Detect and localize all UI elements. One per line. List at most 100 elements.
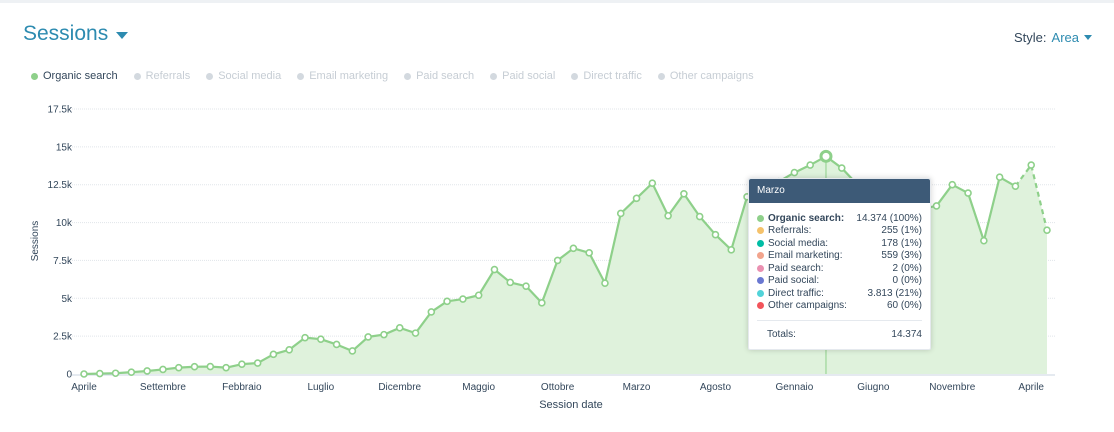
legend-item-organic-search[interactable]: Organic search bbox=[31, 70, 118, 82]
tooltip-row-label: Social media: bbox=[768, 237, 829, 249]
data-point bbox=[569, 244, 578, 253]
y-tick-label: 5k bbox=[61, 294, 73, 305]
data-point bbox=[443, 297, 451, 306]
tooltip-row-label: Paid search: bbox=[768, 262, 824, 274]
series-dot-icon bbox=[757, 264, 764, 272]
data-point bbox=[285, 345, 294, 354]
series-dot-icon bbox=[757, 277, 764, 285]
legend-item-direct-traffic[interactable]: Direct traffic bbox=[571, 70, 642, 82]
data-point bbox=[380, 330, 388, 339]
legend-item-paid-search[interactable]: Paid search bbox=[404, 70, 474, 82]
tooltip-row: Other campaigns: 60 (0%) bbox=[757, 300, 922, 313]
data-point bbox=[95, 369, 104, 378]
x-tick-label: Gennaio bbox=[776, 382, 814, 393]
legend-item-other-campaigns[interactable]: Other campaigns bbox=[657, 70, 754, 82]
x-axis-title: Session date bbox=[539, 399, 603, 411]
y-tick-label: 12.5k bbox=[48, 180, 73, 191]
series-dot-icon bbox=[757, 289, 764, 297]
data-point bbox=[206, 362, 215, 371]
legend-label: Email marketing bbox=[309, 70, 389, 82]
tooltip-row: Referrals: 255 (1%) bbox=[757, 225, 922, 238]
tooltip-row: Paid search: 2 (0%) bbox=[757, 262, 922, 275]
legend-label: Paid search bbox=[416, 70, 475, 82]
legend-label: Organic search bbox=[43, 70, 118, 82]
y-tick-label: 17.5k bbox=[48, 105, 73, 116]
chart-legend: Organic search Referrals Social media Em… bbox=[31, 70, 754, 82]
x-tick-label: Dicembre bbox=[378, 382, 421, 393]
tooltip-row-value: 3.813 (21%) bbox=[867, 287, 922, 299]
legend-dot-icon bbox=[657, 72, 665, 80]
data-point bbox=[411, 329, 420, 337]
data-point bbox=[506, 278, 515, 287]
data-point bbox=[538, 299, 546, 307]
x-tick-label: Luglio bbox=[307, 382, 334, 393]
chevron-down-icon bbox=[1084, 35, 1092, 40]
tooltip-total-value: 14.374 bbox=[891, 329, 922, 340]
series-dot-icon bbox=[757, 227, 764, 235]
x-tick-label: Aprile bbox=[1018, 382, 1044, 393]
legend-dot-icon bbox=[404, 72, 412, 80]
legend-label: Other campaigns bbox=[669, 70, 754, 82]
report-title: Sessions bbox=[23, 22, 109, 45]
tooltip-row: Organic search: 14.374 (100%) bbox=[757, 212, 922, 225]
data-point bbox=[111, 369, 120, 378]
y-tick-label: 2.5k bbox=[53, 332, 73, 343]
legend-dot-icon bbox=[206, 72, 214, 80]
y-tick-label: 0 bbox=[66, 370, 72, 381]
tooltip-row-value: 559 (3%) bbox=[881, 250, 922, 262]
tooltip-row: Social media: 178 (1%) bbox=[757, 237, 922, 250]
data-point bbox=[964, 189, 972, 197]
legend-label: Social media bbox=[218, 70, 282, 82]
data-point bbox=[301, 333, 309, 342]
x-tick-label: Aprile bbox=[71, 382, 97, 393]
data-point bbox=[932, 202, 941, 210]
series-dot-icon bbox=[757, 252, 764, 260]
x-tick-label: Febbraio bbox=[222, 382, 262, 393]
data-point bbox=[980, 236, 988, 245]
data-point bbox=[711, 230, 720, 239]
data-point bbox=[1043, 226, 1051, 234]
report-title-dropdown[interactable]: Sessions bbox=[23, 22, 129, 46]
data-point bbox=[127, 368, 136, 376]
data-point bbox=[222, 363, 230, 372]
tooltip-total: Totals: 14.374 bbox=[749, 321, 930, 340]
data-point bbox=[143, 367, 151, 375]
data-point bbox=[664, 211, 672, 220]
data-point bbox=[648, 179, 657, 187]
data-point bbox=[159, 365, 167, 374]
legend-label: Referrals bbox=[145, 70, 191, 82]
legend-item-referrals[interactable]: Referrals bbox=[133, 70, 191, 82]
legend-dot-icon bbox=[297, 72, 305, 80]
series-dot-icon bbox=[757, 302, 764, 310]
data-point bbox=[427, 308, 436, 316]
tooltip-title: Marzo bbox=[749, 179, 930, 203]
data-point-highlight bbox=[819, 149, 833, 163]
x-tick-label: Giugno bbox=[857, 382, 890, 393]
data-point bbox=[174, 363, 183, 372]
y-axis-title: Sessions bbox=[30, 221, 41, 262]
x-tick-label: Marzo bbox=[623, 382, 651, 393]
tooltip-row-value: 178 (1%) bbox=[881, 237, 922, 249]
tooltip-divider bbox=[757, 320, 922, 321]
data-point bbox=[790, 168, 799, 177]
x-tick-label: Ottobre bbox=[541, 382, 575, 393]
series-dot-icon bbox=[757, 214, 764, 222]
legend-item-email-marketing[interactable]: Email marketing bbox=[297, 70, 388, 82]
data-point bbox=[269, 350, 278, 359]
data-point bbox=[490, 265, 499, 274]
data-point bbox=[837, 164, 846, 172]
data-point bbox=[585, 249, 593, 257]
data-point bbox=[459, 295, 467, 303]
x-tick-label: Novembre bbox=[929, 382, 976, 393]
data-point bbox=[601, 279, 609, 287]
style-value: Area bbox=[1051, 30, 1079, 45]
legend-item-paid-social[interactable]: Paid social bbox=[490, 70, 555, 82]
data-point bbox=[190, 362, 199, 371]
tooltip-total-label: Totals: bbox=[767, 329, 796, 340]
data-point bbox=[332, 340, 341, 349]
data-point bbox=[317, 335, 325, 343]
legend-item-social-media[interactable]: Social media bbox=[206, 70, 281, 82]
data-point bbox=[948, 180, 957, 189]
data-point bbox=[1027, 161, 1036, 169]
style-dropdown[interactable]: Area bbox=[1052, 30, 1092, 45]
